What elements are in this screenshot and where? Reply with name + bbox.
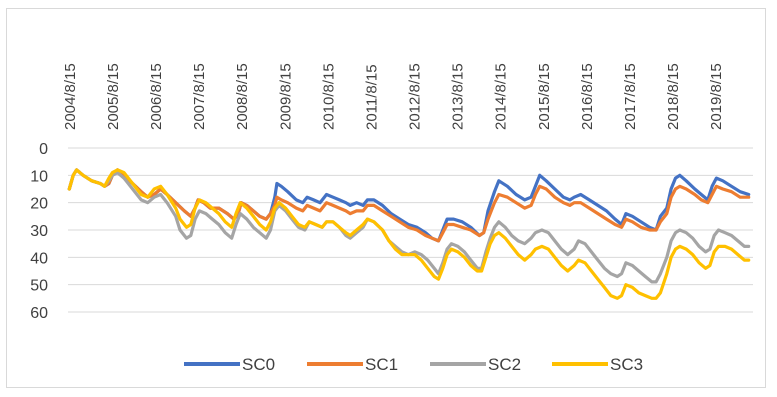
- legend-label-sc0: SC0: [242, 355, 275, 374]
- x-tick-label: 2009/8/15: [277, 63, 294, 130]
- y-tick-label: 60: [30, 305, 48, 322]
- legend-label-sc3: SC3: [610, 355, 643, 374]
- series-lines: [67, 168, 751, 300]
- y-tick-label: 0: [39, 141, 48, 158]
- y-tick-label: 40: [30, 250, 48, 267]
- legend-label-sc1: SC1: [365, 355, 398, 374]
- x-tick-label: 2018/8/15: [665, 63, 682, 130]
- x-tick-label: 2016/8/15: [579, 63, 596, 130]
- y-tick-label: 10: [30, 168, 48, 185]
- x-tick-label: 2015/8/15: [536, 63, 553, 130]
- x-tick-label: 2004/8/15: [62, 63, 79, 130]
- y-axis-tick-labels: 0 10 20 30 40 50 60: [30, 141, 48, 322]
- chart-frame: [6, 8, 766, 388]
- y-tick-label: 30: [30, 223, 48, 240]
- x-tick-label: 2019/8/15: [708, 63, 725, 130]
- x-tick-label: 2005/8/15: [105, 63, 122, 130]
- x-tick-label: 2006/8/15: [148, 63, 165, 130]
- x-tick-label: 2011/8/15: [363, 64, 380, 130]
- series-line-sc2: [67, 168, 751, 284]
- x-tick-label: 2007/8/15: [191, 63, 208, 130]
- series-line-sc1: [67, 168, 751, 243]
- series-line-sc3: [67, 168, 751, 300]
- gridlines: [68, 147, 753, 313]
- y-tick-label: 50: [30, 278, 48, 295]
- x-tick-label: 2013/8/15: [450, 63, 467, 130]
- y-tick-label: 20: [30, 196, 48, 213]
- x-axis-tick-labels: 2004/8/15 2005/8/15 2006/8/15 2007/8/15 2008…: [62, 63, 725, 130]
- x-tick-label: 2008/8/15: [234, 63, 251, 130]
- x-tick-label: 2017/8/15: [622, 63, 639, 130]
- legend-label-sc2: SC2: [488, 355, 521, 374]
- x-tick-label: 2012/8/15: [407, 63, 424, 130]
- x-tick-label: 2010/8/15: [320, 63, 337, 130]
- x-tick-label: 2014/8/15: [493, 63, 510, 130]
- legend: SC0 SC1 SC2 SC3: [184, 355, 643, 374]
